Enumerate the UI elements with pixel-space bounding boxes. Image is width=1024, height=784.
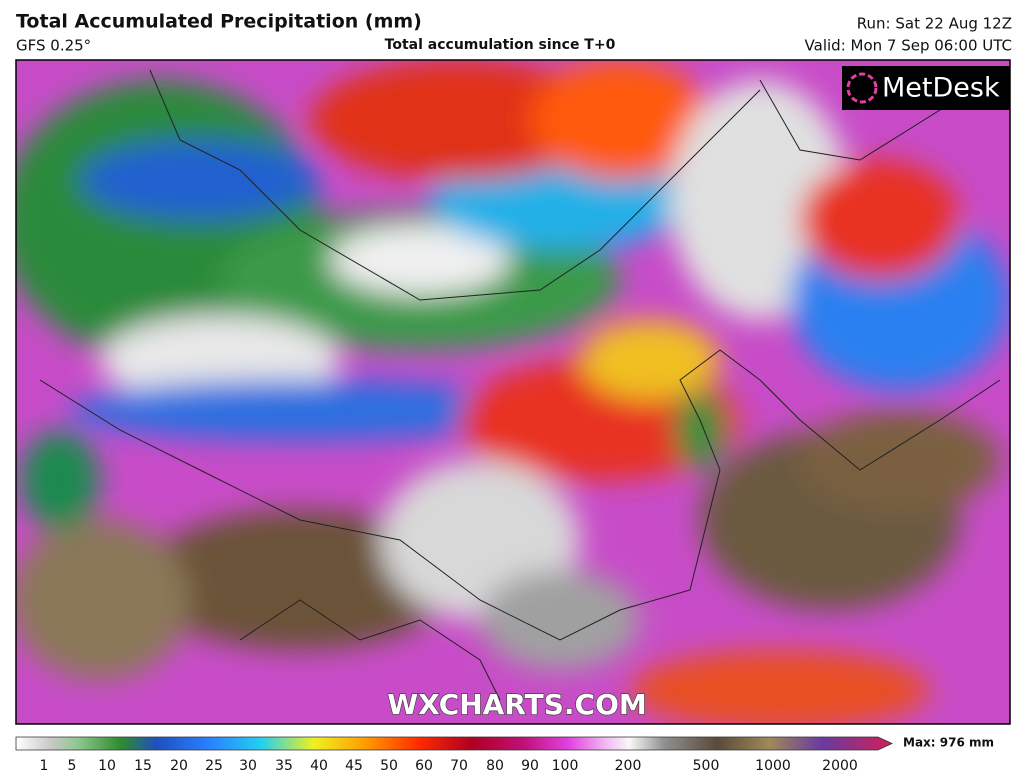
title: Total Accumulated Precipitation (mm) (16, 11, 422, 33)
colorbar: Max: 976 mm (15, 736, 994, 751)
colorbar-tick-label: 35 (275, 758, 293, 774)
colorbar-tick-label: 5 (68, 758, 77, 774)
colorbar-tick-label: 10 (98, 758, 116, 774)
colorbar-tick-label: 15 (134, 758, 152, 774)
colorbar-tick-label: 90 (521, 758, 539, 774)
colorbar-tick-label: 30 (239, 758, 257, 774)
colorbar-tick-label: 70 (450, 758, 468, 774)
precip-field (16, 60, 1010, 724)
colorbar-tick-label: 45 (345, 758, 363, 774)
colorbar-tick-label: 1 (40, 758, 49, 774)
watermark: WXCHARTS.COM (387, 688, 647, 721)
colorbar-tick-label: 25 (205, 758, 223, 774)
colorbar-tick-label: 40 (310, 758, 328, 774)
colorbar-tick-label: 200 (615, 758, 642, 774)
colorbar-max: Max: 976 mm (903, 736, 994, 750)
colorbar-tick-label: 1000 (755, 758, 791, 774)
logo-text: MetDesk (882, 73, 1000, 104)
subtitle: Total accumulation since T+0 (385, 37, 616, 53)
colorbar-tick-label: 100 (552, 758, 579, 774)
valid-time: Valid: Mon 7 Sep 06:00 UTC (805, 37, 1012, 55)
colorbar-tick-label: 80 (486, 758, 504, 774)
logo-icon (846, 72, 878, 104)
map-frame (15, 59, 1011, 725)
colorbar-tick-label: 20 (170, 758, 188, 774)
model: GFS 0.25° (16, 37, 91, 55)
map: WXCHARTS.COM (16, 60, 1010, 724)
colorbar-tick-label: 500 (693, 758, 720, 774)
run-time: Run: Sat 22 Aug 12Z (857, 15, 1012, 33)
logo-box (842, 66, 1010, 110)
colorbar-tick-label: 2000 (822, 758, 858, 774)
logo: MetDesk (842, 66, 1010, 110)
colorbar-tick-label: 50 (380, 758, 398, 774)
colorbar-ramp (15, 736, 893, 751)
colorbar-tick-label: 60 (415, 758, 433, 774)
